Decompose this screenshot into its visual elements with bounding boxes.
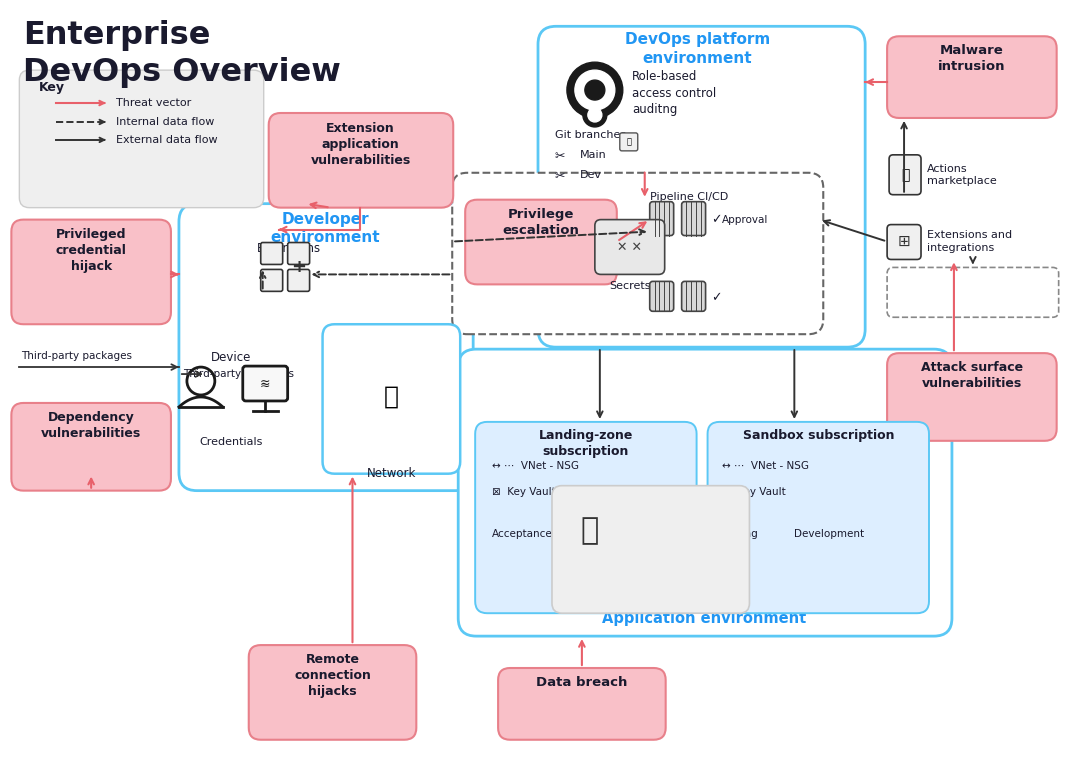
Text: Main: Main bbox=[579, 150, 606, 160]
FancyBboxPatch shape bbox=[12, 220, 170, 324]
Text: ⊠  Key Vault: ⊠ Key Vault bbox=[492, 487, 556, 497]
FancyBboxPatch shape bbox=[269, 113, 453, 208]
Text: Third-party packages: Third-party packages bbox=[22, 351, 133, 361]
Text: ≋: ≋ bbox=[260, 378, 271, 390]
FancyBboxPatch shape bbox=[498, 668, 666, 740]
Text: Developer
environment: Developer environment bbox=[271, 212, 381, 245]
Text: Threat vector: Threat vector bbox=[117, 98, 191, 108]
FancyBboxPatch shape bbox=[682, 202, 706, 235]
FancyBboxPatch shape bbox=[650, 202, 673, 235]
Text: ↔ ⋯  VNet - NSG: ↔ ⋯ VNet - NSG bbox=[722, 460, 808, 471]
Text: ↔ ⋯  VNet - NSG: ↔ ⋯ VNet - NSG bbox=[492, 460, 579, 471]
Text: Application environment: Application environment bbox=[602, 612, 807, 626]
Text: Credentials: Credentials bbox=[200, 437, 262, 447]
Text: 🔒: 🔒 bbox=[626, 137, 631, 146]
FancyBboxPatch shape bbox=[243, 366, 288, 401]
Text: Testing: Testing bbox=[722, 528, 759, 538]
FancyBboxPatch shape bbox=[887, 353, 1056, 441]
Text: Extension
application
vulnerabilities: Extension application vulnerabilities bbox=[311, 122, 411, 167]
FancyBboxPatch shape bbox=[179, 203, 474, 491]
FancyBboxPatch shape bbox=[465, 199, 617, 284]
FancyBboxPatch shape bbox=[452, 173, 823, 334]
FancyBboxPatch shape bbox=[288, 270, 310, 291]
Text: Approval: Approval bbox=[722, 214, 768, 224]
Text: Secrets: Secrets bbox=[609, 281, 651, 291]
Text: Malware
intrusion: Malware intrusion bbox=[938, 44, 1006, 73]
Circle shape bbox=[585, 80, 605, 100]
FancyBboxPatch shape bbox=[249, 645, 416, 740]
Text: Third-party
code scan: Third-party code scan bbox=[942, 280, 1003, 302]
Text: Landing-zone
subscription: Landing-zone subscription bbox=[538, 429, 633, 458]
Text: ✓: ✓ bbox=[711, 291, 722, 304]
Text: +: + bbox=[291, 258, 305, 277]
Text: DevOps platform
environment: DevOps platform environment bbox=[625, 32, 770, 66]
Circle shape bbox=[588, 108, 602, 122]
FancyBboxPatch shape bbox=[708, 422, 929, 613]
Text: Dev: Dev bbox=[579, 170, 602, 180]
FancyBboxPatch shape bbox=[538, 26, 865, 347]
Text: 📶: 📶 bbox=[384, 385, 399, 409]
Text: Enterprise
DevOps Overview: Enterprise DevOps Overview bbox=[24, 20, 341, 88]
Text: ✕ ✕: ✕ ✕ bbox=[617, 241, 642, 254]
Text: Third-party packages: Third-party packages bbox=[183, 369, 293, 379]
Text: ✂: ✂ bbox=[555, 150, 565, 163]
Text: Development: Development bbox=[794, 528, 864, 538]
FancyBboxPatch shape bbox=[650, 281, 673, 312]
Text: • Policies
• Role: • Policies • Role bbox=[619, 516, 671, 541]
Text: Network: Network bbox=[367, 467, 416, 480]
Circle shape bbox=[575, 70, 615, 110]
Text: Role-based
access control
auditng: Role-based access control auditng bbox=[632, 70, 716, 116]
Text: Remote
connection
hijacks: Remote connection hijacks bbox=[295, 653, 371, 698]
FancyBboxPatch shape bbox=[12, 403, 170, 491]
Text: Secure Center: Secure Center bbox=[601, 494, 700, 506]
FancyBboxPatch shape bbox=[887, 267, 1058, 317]
FancyBboxPatch shape bbox=[475, 422, 697, 613]
Text: Dependency
vulnerabilities: Dependency vulnerabilities bbox=[41, 411, 141, 440]
Circle shape bbox=[566, 62, 623, 118]
Text: Privilege
escalation: Privilege escalation bbox=[503, 208, 579, 237]
Text: Data breach: Data breach bbox=[536, 676, 628, 689]
Text: External data flow: External data flow bbox=[117, 135, 218, 145]
FancyBboxPatch shape bbox=[682, 281, 706, 312]
Text: Attack surface
vulnerabilities: Attack surface vulnerabilities bbox=[920, 361, 1023, 390]
Text: ✓: ✓ bbox=[711, 213, 722, 226]
Text: Extensions: Extensions bbox=[257, 241, 320, 255]
FancyBboxPatch shape bbox=[459, 349, 952, 636]
FancyBboxPatch shape bbox=[323, 324, 461, 474]
Text: Git branches: Git branches bbox=[555, 130, 626, 140]
FancyBboxPatch shape bbox=[889, 155, 921, 195]
Text: Protection: Protection bbox=[572, 528, 625, 538]
Text: Actions
marketplace: Actions marketplace bbox=[927, 164, 997, 186]
Text: Extensions and
integrations: Extensions and integrations bbox=[927, 231, 1012, 252]
FancyBboxPatch shape bbox=[887, 37, 1056, 118]
FancyBboxPatch shape bbox=[288, 242, 310, 264]
Text: Acceptance: Acceptance bbox=[492, 528, 552, 538]
FancyBboxPatch shape bbox=[887, 224, 921, 259]
FancyBboxPatch shape bbox=[261, 242, 283, 264]
Text: Key: Key bbox=[39, 81, 66, 94]
Text: ⊠  Key Vault: ⊠ Key Vault bbox=[722, 487, 786, 497]
FancyBboxPatch shape bbox=[261, 270, 283, 291]
Text: Privileged
credential
hijack: Privileged credential hijack bbox=[56, 227, 126, 273]
FancyBboxPatch shape bbox=[619, 133, 638, 151]
Text: 🔒: 🔒 bbox=[901, 167, 910, 182]
Text: ✂: ✂ bbox=[555, 170, 565, 183]
FancyBboxPatch shape bbox=[19, 70, 263, 208]
Text: ⛨: ⛨ bbox=[581, 516, 599, 545]
Text: Internal data flow: Internal data flow bbox=[117, 117, 215, 127]
FancyBboxPatch shape bbox=[595, 220, 665, 274]
Text: Sandbox subscription: Sandbox subscription bbox=[742, 429, 894, 442]
Text: ⊞: ⊞ bbox=[898, 234, 911, 249]
Circle shape bbox=[583, 103, 606, 127]
Text: Device: Device bbox=[210, 351, 251, 364]
Text: Pipeline CI/CD: Pipeline CI/CD bbox=[650, 192, 728, 202]
FancyBboxPatch shape bbox=[552, 485, 750, 613]
